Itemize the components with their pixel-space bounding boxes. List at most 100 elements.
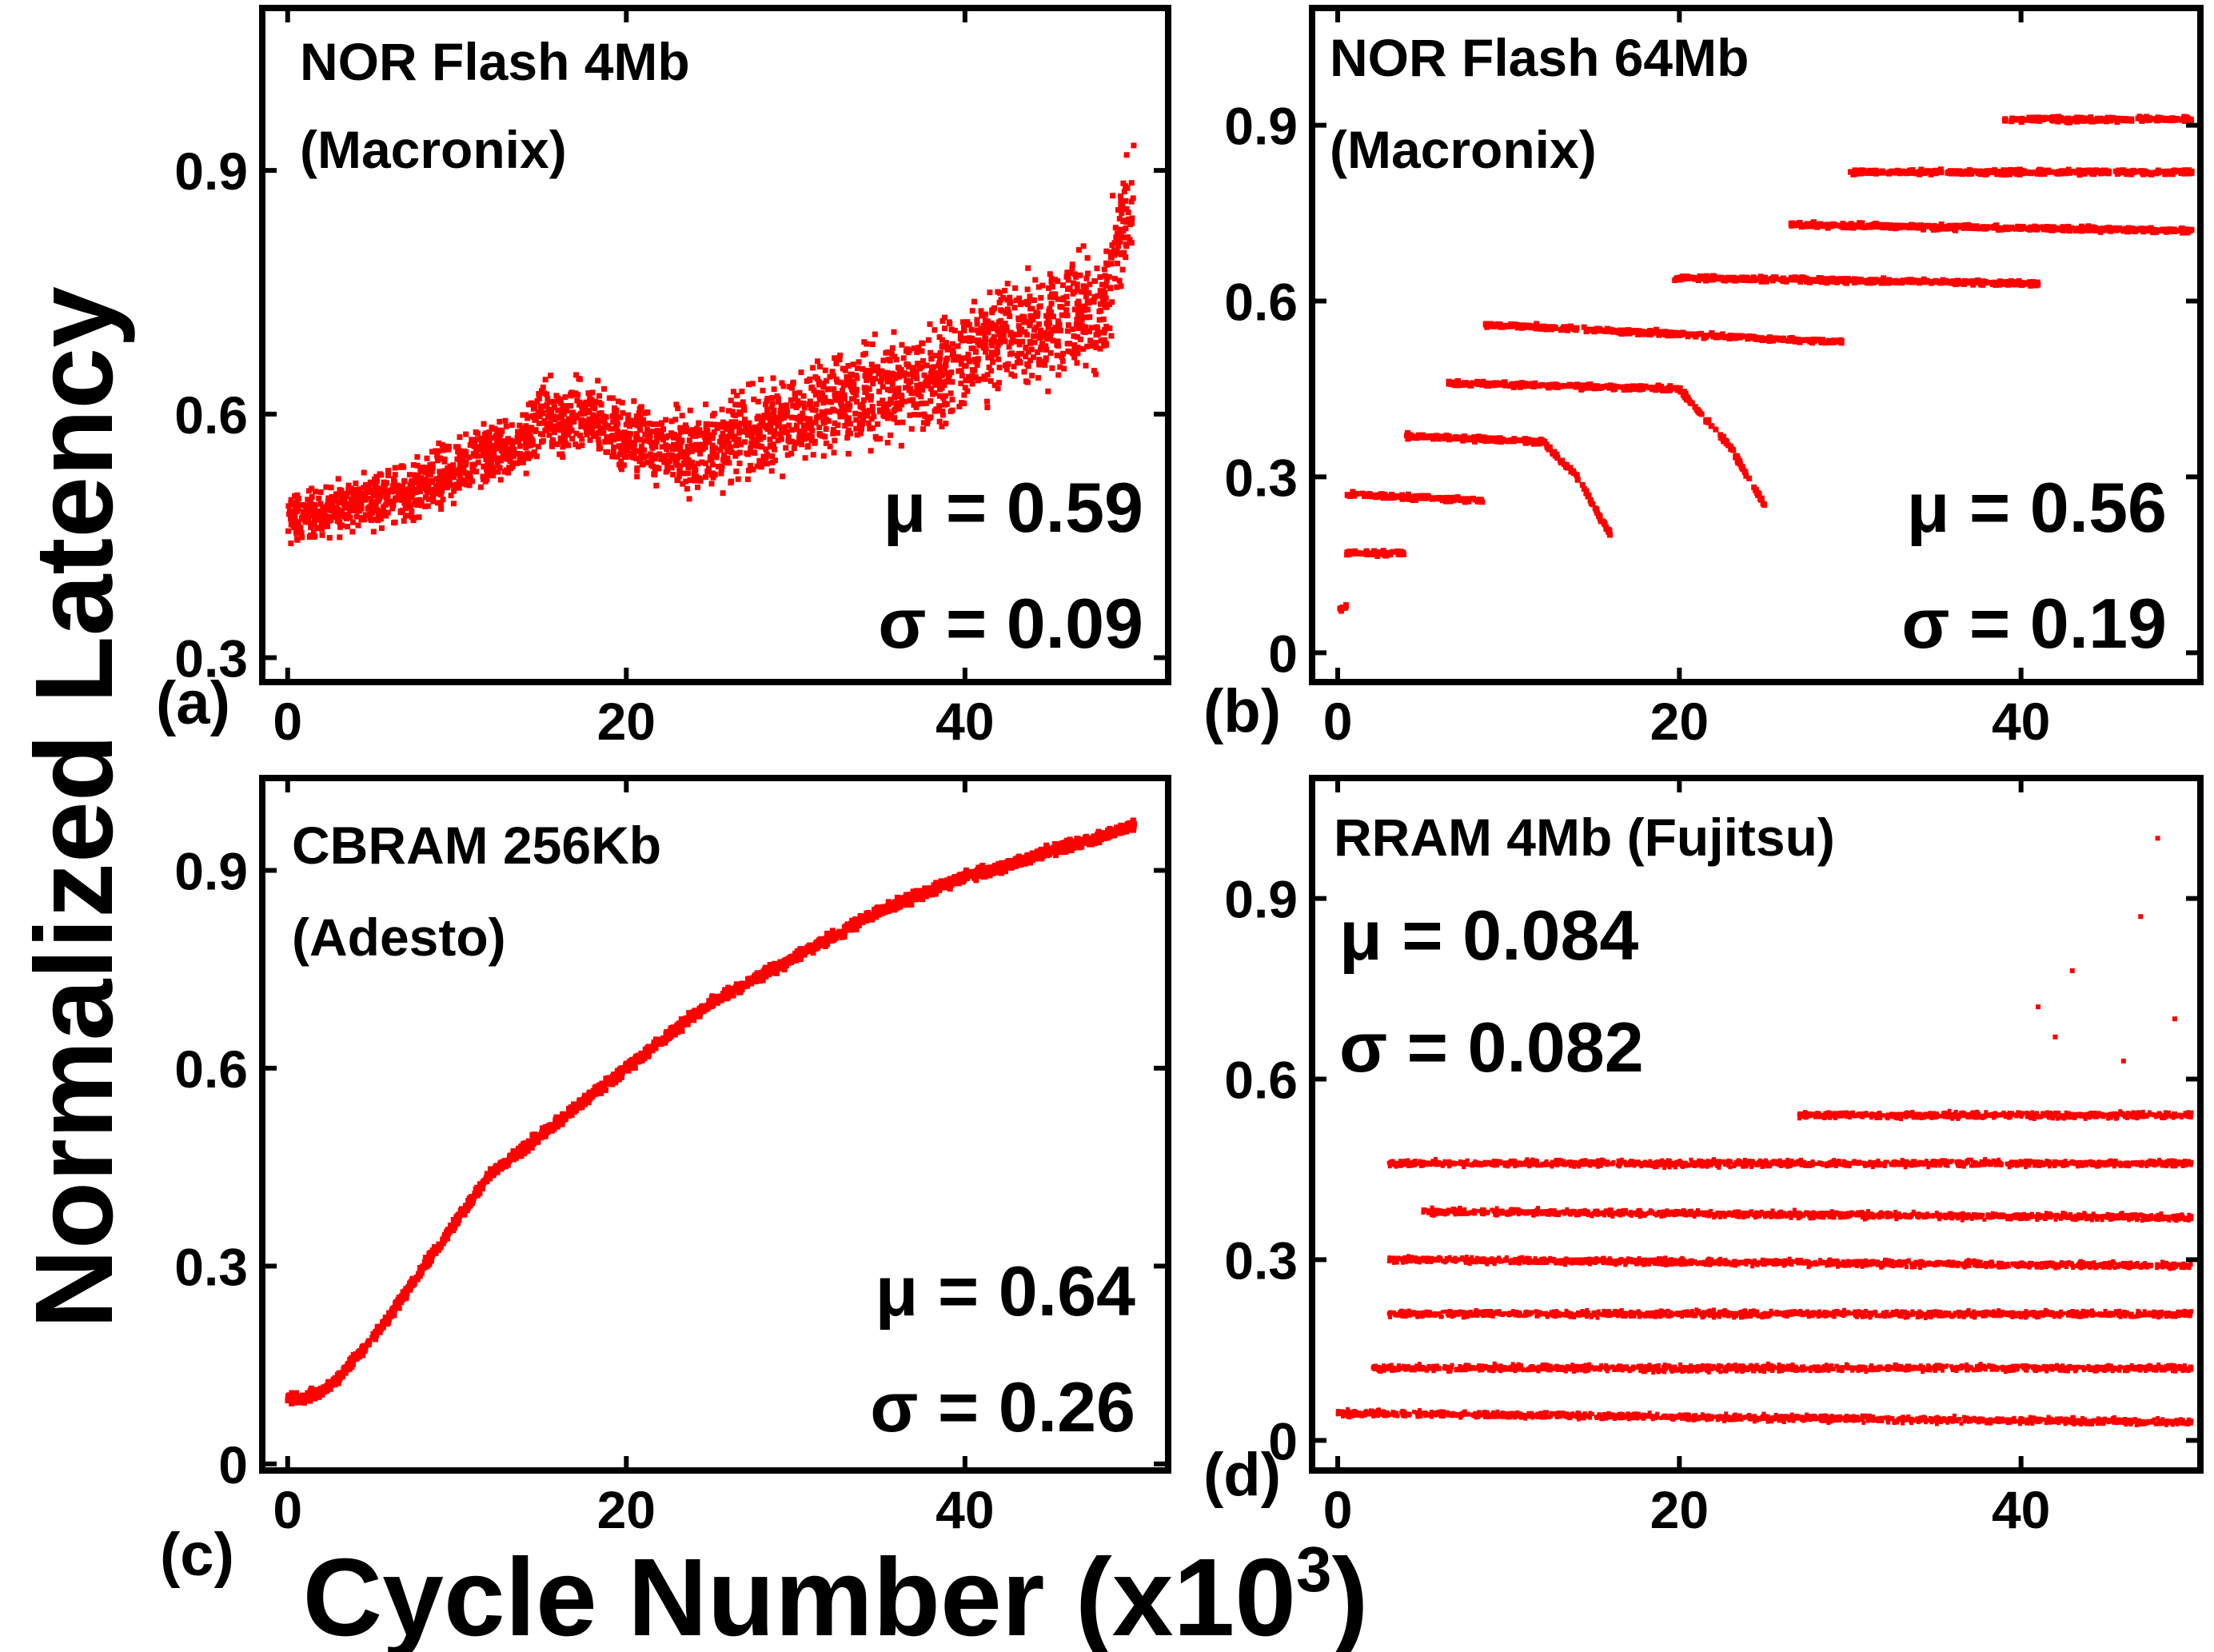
data-point: [1083, 284, 1089, 290]
data-point: [1719, 331, 1725, 337]
data-point: [503, 423, 509, 429]
data-point: [937, 349, 943, 356]
data-point: [375, 512, 381, 518]
data-point: [711, 429, 717, 435]
data-point: [929, 378, 935, 385]
data-point: [988, 368, 995, 374]
data-point: [491, 443, 497, 449]
data-point: [411, 515, 417, 521]
data-point: [546, 432, 553, 438]
data-point: [2126, 226, 2132, 233]
data-point: [392, 519, 398, 525]
data-point: [1737, 333, 1744, 339]
data-point: [326, 535, 333, 541]
data-point: [844, 373, 850, 380]
data-point: [308, 525, 314, 531]
data-point: [369, 505, 376, 512]
data-point: [982, 349, 988, 355]
data-point: [1059, 350, 1066, 357]
data-point: [684, 449, 691, 455]
data-point: [543, 403, 549, 409]
data-point: [592, 405, 598, 412]
data-point: [822, 433, 828, 440]
data-point: [1816, 337, 1822, 343]
data-point: [1746, 475, 1753, 481]
data-point: [498, 442, 505, 449]
data-point: [996, 331, 1003, 337]
data-point: [868, 393, 874, 399]
data-point: [410, 479, 417, 485]
data-point: [939, 344, 945, 350]
data-point: [841, 392, 848, 398]
data-point: [1807, 277, 1813, 283]
data-point: [1925, 222, 1932, 229]
data-point: [1725, 333, 1732, 340]
data-point: [427, 472, 433, 478]
data-point: [1467, 435, 1474, 441]
data-point: [1126, 216, 1132, 222]
data-point: [589, 389, 596, 396]
data-point: [880, 384, 886, 390]
data-point: [829, 369, 836, 375]
data-point: [1801, 221, 1808, 228]
data-point: [805, 443, 812, 449]
data-point: [769, 459, 776, 465]
data-point: [1084, 306, 1091, 313]
panel-a-xtick-label: 20: [597, 692, 656, 751]
data-point: [703, 401, 709, 408]
data-point: [345, 489, 352, 496]
data-point: [812, 420, 819, 426]
panel-a-series-latency: [285, 142, 1137, 547]
data-point: [965, 373, 971, 380]
data-point: [436, 440, 442, 446]
data-point: [1798, 277, 1805, 283]
data-point: [1893, 170, 1900, 176]
data-point: [649, 429, 656, 435]
data-point: [838, 399, 844, 405]
data-point: [868, 397, 874, 403]
data-point: [414, 453, 421, 460]
data-point: [620, 462, 627, 469]
data-point: [525, 415, 531, 421]
data-point: [964, 388, 971, 394]
data-point: [983, 336, 989, 342]
data-point: [976, 342, 983, 349]
data-point: [925, 337, 931, 343]
data-point: [294, 536, 301, 542]
data-point: [891, 416, 897, 422]
data-point: [746, 381, 752, 388]
data-point: [718, 435, 724, 441]
data-point: [542, 420, 549, 426]
data-point: [955, 357, 962, 363]
data-point: [747, 462, 753, 469]
data-point: [935, 408, 942, 414]
data-point: [943, 421, 949, 427]
data-point: [998, 336, 1004, 342]
data-point: [1642, 383, 1649, 389]
data-point: [1112, 225, 1119, 231]
data-point: [703, 474, 709, 481]
data-point: [557, 397, 564, 403]
data-point: [1045, 388, 1051, 394]
data-point: [508, 465, 514, 471]
data-point: [728, 397, 734, 404]
data-point: [863, 367, 869, 373]
data-point: [433, 483, 439, 489]
data-point: [913, 369, 920, 376]
data-point: [1351, 493, 1358, 499]
data-point: [941, 314, 947, 321]
data-point: [1443, 498, 1450, 505]
data-point: [740, 399, 746, 405]
data-point: [830, 406, 836, 413]
data-point: [1003, 366, 1010, 373]
data-point: [1077, 336, 1083, 342]
data-point: [845, 363, 852, 369]
data-point: [579, 442, 585, 449]
data-point: [437, 501, 444, 508]
data-point: [1851, 279, 1857, 285]
panel-a: 0 20 400.30.60.9 NOR Flash 4Mb (Macronix) …: [156, 5, 1171, 751]
data-point: [627, 423, 633, 429]
data-point: [980, 323, 987, 329]
data-point: [1025, 363, 1031, 369]
data-point: [988, 349, 995, 356]
